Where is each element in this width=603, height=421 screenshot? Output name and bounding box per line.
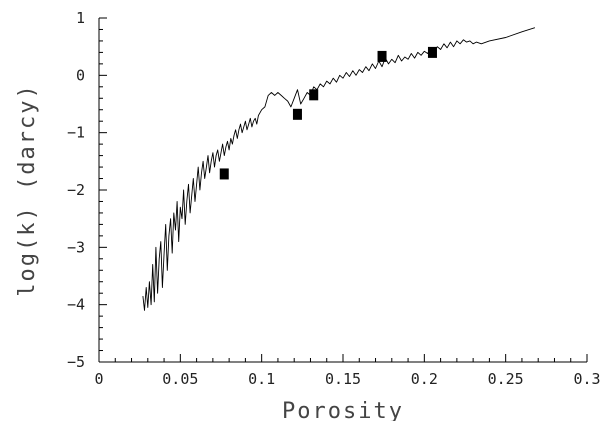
y-tick-label: −2 (67, 181, 85, 199)
permeability-curve (142, 27, 536, 311)
data-marker (292, 108, 302, 120)
y-tick-label: −3 (67, 238, 85, 256)
x-tick-label: 0.15 (325, 370, 361, 388)
x-tick-label: 0.1 (248, 370, 275, 388)
y-tick-label: −5 (67, 353, 85, 371)
data-marker (427, 46, 437, 58)
data-marker (219, 168, 229, 180)
plot-area (142, 27, 536, 311)
x-tick-label: 0.25 (488, 370, 524, 388)
data-marker (309, 89, 319, 101)
x-tick-label: 0.3 (573, 370, 600, 388)
y-tick-label: −4 (67, 296, 85, 314)
y-tick-label: 1 (76, 9, 85, 27)
y-tick-label: −1 (67, 124, 85, 142)
y-ticks: −5 −4 −3 −2 −1 0 1 (67, 9, 107, 371)
x-tick-label: 0 (94, 370, 103, 388)
x-ticks: 0 0.05 0.1 0.15 0.2 0.25 0.3 (94, 354, 601, 388)
x-axis-title: Porosity (282, 399, 404, 421)
data-marker (377, 50, 387, 62)
y-axis-title: log(k) (darcy) (15, 83, 40, 296)
x-tick-label: 0.05 (162, 370, 198, 388)
y-tick-label: 0 (76, 66, 85, 84)
axes (98, 18, 587, 363)
x-tick-label: 0.2 (411, 370, 438, 388)
